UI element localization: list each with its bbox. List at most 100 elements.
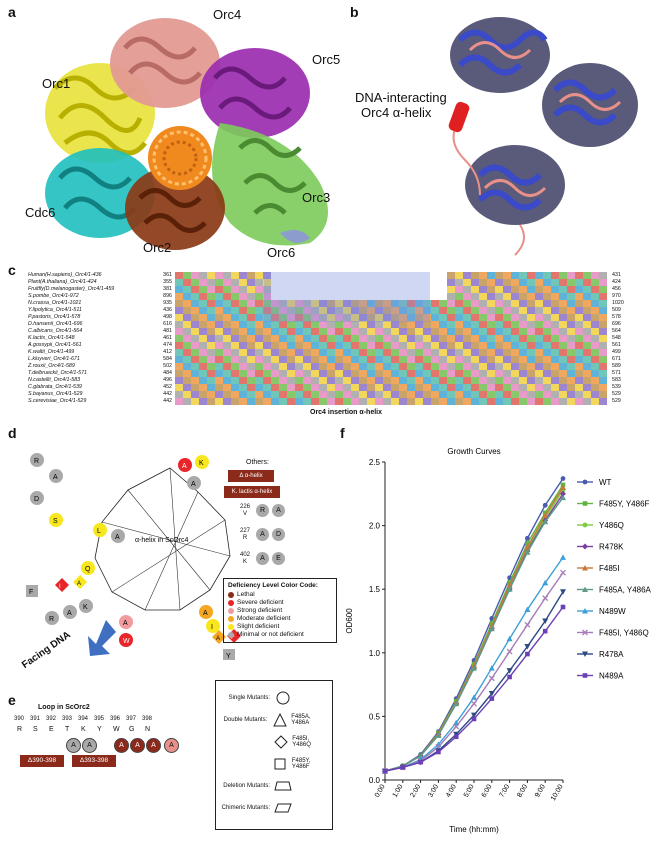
seq-end: 564 xyxy=(612,328,621,334)
data-point xyxy=(524,643,531,650)
x-tick-label: 1:00 xyxy=(392,783,405,798)
data-point xyxy=(542,579,549,586)
seq-start: 436 xyxy=(163,307,172,313)
species-name: S.pombe_Orc4/1-972 xyxy=(28,293,79,299)
x-tick-label: 5:00 xyxy=(463,783,476,798)
wheel-outline xyxy=(94,467,231,611)
y-axis-label: OD600 xyxy=(345,608,354,634)
data-point xyxy=(560,569,566,576)
alignment-row xyxy=(175,335,607,342)
key-example: F485A, Y486A xyxy=(291,714,311,726)
alignment-start-numbers: 361 355 381 896 935 436 498 616 481 461 474 412 584 5… xyxy=(152,272,172,405)
seq-end: 561 xyxy=(612,342,621,348)
residue-number: 227 xyxy=(239,528,250,534)
deletion-390-398: Δ390-398 xyxy=(20,755,64,767)
data-point xyxy=(453,700,460,707)
data-point xyxy=(506,648,513,655)
alignment-row xyxy=(175,356,607,363)
series-line xyxy=(384,487,564,772)
panel-a-label: a xyxy=(8,4,16,20)
legend-label: Lethal xyxy=(237,591,255,598)
seq-start: 381 xyxy=(163,286,172,292)
key-label: Deletion Mutants: xyxy=(223,783,270,789)
legend-swatch xyxy=(228,615,234,622)
alignment-end-numbers: 431 424 456 970 1020 509 578 696 564 548 561 499 671… xyxy=(612,272,636,405)
seq-start: 442 xyxy=(163,391,172,397)
series-line xyxy=(384,591,564,772)
alignment-row xyxy=(175,377,607,384)
species-name: S.bayanus_Orc4/1-529 xyxy=(28,391,83,397)
data-point xyxy=(560,490,566,497)
data-point xyxy=(417,752,424,759)
alignment-row xyxy=(175,398,607,405)
loop-residue: T xyxy=(65,726,70,733)
legend-label: WT xyxy=(599,478,612,487)
species-name: C.albicans_Orc4/1-564 xyxy=(28,328,83,334)
seq-start: 474 xyxy=(163,342,172,348)
x-tick-label: 9:00 xyxy=(534,783,547,798)
data-point xyxy=(525,535,530,541)
series-line xyxy=(384,478,564,772)
orc3-label: Orc3 xyxy=(302,190,331,205)
data-point xyxy=(471,694,477,700)
other-residue-row: 402 K A E xyxy=(238,550,288,574)
loop-mutant-circle: A xyxy=(146,738,161,753)
data-point xyxy=(582,479,588,485)
legend-item: Lethal xyxy=(228,591,332,598)
legend-swatch xyxy=(228,599,234,606)
orc4-density xyxy=(110,18,220,108)
legend-item: Minimal or not deficient xyxy=(228,631,332,638)
loop-title: Loop in ScOrc2 xyxy=(38,704,90,711)
data-point xyxy=(507,674,512,680)
seq-start: 361 xyxy=(163,272,172,278)
data-point xyxy=(471,665,477,671)
seq-start: 616 xyxy=(163,321,172,327)
data-point xyxy=(488,665,495,671)
data-point xyxy=(560,554,566,560)
data-point xyxy=(582,501,588,506)
legend-label: F485I, Y486Q xyxy=(599,629,649,638)
key-shape xyxy=(271,757,290,771)
key-shape xyxy=(270,713,289,727)
data-point xyxy=(489,696,495,701)
svg-text:F: F xyxy=(231,635,235,641)
legend-label: Severe deficient xyxy=(237,599,284,606)
loop-residue: W xyxy=(113,726,120,733)
series-line xyxy=(384,606,564,772)
species-name: D.hansenii_Orc4/1-696 xyxy=(28,321,83,327)
residue-glyphs: A K A R A D S L A F I A Q R A K W A A I … xyxy=(26,453,241,660)
species-name: Fruitfly(D.melanogaster)_Orc4/1-459 xyxy=(28,286,115,292)
data-point xyxy=(542,628,548,634)
delta-helix-badge: Δ α-helix xyxy=(228,470,274,482)
loop-position: 390 xyxy=(14,716,25,722)
x-tick-label: 0:00 xyxy=(374,783,387,798)
legend-swatch xyxy=(228,607,234,614)
others-residues: 226 V R A 227 R A D 402 K A E xyxy=(238,502,288,574)
data-point xyxy=(435,732,442,738)
legend-swatch xyxy=(228,623,234,630)
data-point xyxy=(453,734,459,740)
other-residue-row: 227 R A D xyxy=(238,526,288,550)
seq-end: 578 xyxy=(612,314,621,320)
orc2-density xyxy=(125,166,225,250)
x-tick-label: 4:00 xyxy=(445,783,458,798)
orc-complex-structure xyxy=(45,18,328,250)
loop-position: 392 xyxy=(46,716,57,722)
species-name: P.pastoris_Orc4/1-578 xyxy=(28,314,81,320)
svg-text:K: K xyxy=(199,460,204,467)
helical-wheel: α-helix in ScOrc4 A K A R A D S L A F I … xyxy=(26,453,241,660)
data-point xyxy=(542,618,549,624)
key-example: F485Y, Y486F xyxy=(291,758,311,770)
species-name: N.castellii_Orc4/1-583 xyxy=(28,377,81,383)
data-point xyxy=(400,764,406,770)
y-tick-label: 0.5 xyxy=(369,712,381,721)
other-residue-row: 226 V R A xyxy=(238,502,288,526)
data-point xyxy=(542,512,549,518)
legend-item: Moderate deficient xyxy=(228,615,332,622)
alignment-row xyxy=(175,349,607,356)
key-shape xyxy=(273,780,293,792)
data-point xyxy=(582,586,588,592)
species-name: C.glabrata_Orc4/1-539 xyxy=(28,384,82,390)
seq-start: 355 xyxy=(163,279,172,285)
key-row: F485Y, Y486F xyxy=(220,753,328,775)
